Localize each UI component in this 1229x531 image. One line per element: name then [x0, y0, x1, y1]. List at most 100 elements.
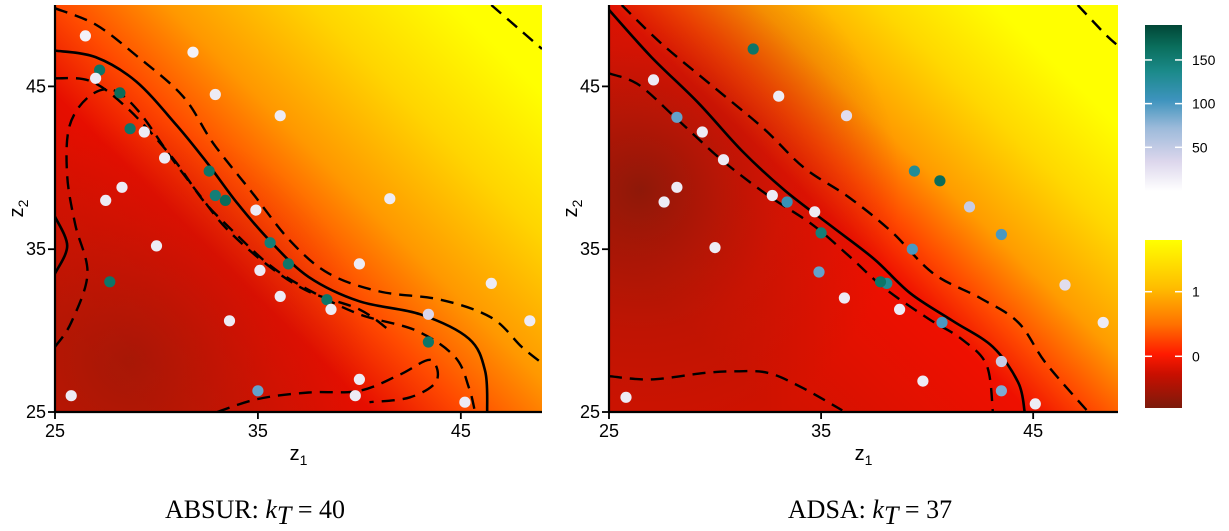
legend-point-count: 150 100 50 [1145, 25, 1216, 191]
design-point [187, 46, 199, 58]
design-point [104, 276, 116, 288]
caption: ABSUR: kT = 40 [165, 495, 345, 530]
design-point [209, 189, 221, 202]
design-point [936, 316, 948, 329]
contour-solid [609, 9, 1026, 412]
panel-absur: 25 35 45 25 35 45 z1 z2 ABSUR: kT = 40 [6, 5, 542, 530]
y-axis-label: z2 [6, 199, 31, 217]
design-point [150, 240, 163, 252]
contour-dashed [620, 5, 1090, 412]
contour-lines [609, 5, 1118, 412]
design-point [114, 87, 126, 99]
x-tick-label: 25 [45, 421, 65, 441]
design-point [79, 30, 91, 42]
legend-tick-label: 50 [1192, 139, 1208, 155]
design-point [995, 355, 1008, 368]
design-point [209, 88, 221, 101]
design-point [963, 201, 976, 213]
design-point [116, 181, 128, 193]
design-point [813, 266, 825, 278]
design-point [321, 294, 333, 306]
design-point [995, 228, 1008, 241]
design-point [264, 237, 276, 249]
design-points [65, 30, 536, 408]
x-tick-label: 45 [1023, 421, 1043, 441]
y-tick-label: 25 [26, 402, 46, 422]
design-point [203, 165, 215, 177]
design-point [766, 189, 778, 202]
design-point [159, 152, 171, 164]
contour-dashed [55, 76, 477, 412]
design-point [459, 396, 471, 408]
design-point [696, 126, 708, 138]
design-point [709, 242, 721, 254]
design-point [647, 74, 660, 86]
caption: ADSA: kT = 37 [788, 495, 952, 530]
legend-tick-label: 1 [1192, 284, 1200, 300]
x-tick-label: 45 [451, 421, 471, 441]
contour-solid [55, 216, 69, 275]
design-point [90, 72, 102, 84]
design-point [671, 111, 683, 123]
design-point [840, 110, 853, 122]
y-tick-label: 25 [580, 402, 600, 422]
y-tick-label: 35 [580, 239, 600, 259]
panel-adsa: 25 35 45 25 35 45 z1 z2 ADSA: kT = 37 [560, 5, 1132, 530]
legend-tick-label: 150 [1192, 52, 1216, 68]
design-point [422, 336, 434, 348]
design-point [658, 196, 670, 208]
design-point [620, 391, 632, 403]
x-tick-label: 35 [248, 421, 268, 441]
axes: 25 35 45 25 35 45 z1 z2 [560, 5, 1118, 468]
design-point [874, 276, 887, 288]
design-point [254, 264, 266, 276]
contour-dashed [490, 5, 542, 50]
design-point [809, 206, 821, 218]
colorbar-surface [1145, 240, 1182, 408]
x-axis-label: z1 [855, 443, 873, 468]
design-point [353, 258, 365, 270]
design-point [815, 227, 827, 239]
design-point [747, 43, 759, 55]
design-point [781, 196, 793, 208]
design-point [1059, 279, 1071, 291]
design-point [223, 315, 236, 327]
design-point [219, 194, 231, 206]
design-point [917, 375, 929, 387]
colorbar-points [1145, 25, 1182, 191]
contour-dashed [1076, 5, 1118, 47]
design-point [384, 193, 396, 205]
design-point [773, 90, 785, 102]
axes: 25 35 45 25 35 45 z1 z2 [6, 5, 542, 468]
x-tick-label: 35 [811, 421, 831, 441]
y-tick-label: 35 [26, 239, 46, 259]
design-point [524, 315, 536, 327]
design-point [934, 175, 946, 187]
design-point [894, 303, 906, 315]
design-point [671, 181, 683, 193]
design-point [325, 303, 337, 315]
contour-dashed [55, 7, 542, 365]
contour-dashed [609, 72, 995, 412]
heatmap-shading [55, 5, 542, 412]
design-point [65, 390, 77, 402]
design-point [838, 292, 851, 304]
design-point [349, 390, 361, 402]
design-point [250, 204, 262, 216]
design-point [100, 194, 112, 206]
legend-tick-label: 0 [1192, 348, 1200, 364]
contour-dashed [55, 87, 391, 348]
design-point [1121, 353, 1132, 364]
design-point [1097, 316, 1109, 329]
design-point [995, 385, 1008, 397]
design-point [282, 258, 294, 270]
design-point [274, 290, 286, 302]
design-point [908, 165, 921, 177]
x-axis-label: z1 [290, 443, 308, 468]
design-points [620, 43, 1132, 410]
legend-surface: 10 [1145, 240, 1200, 408]
y-axis-label: z2 [560, 199, 585, 217]
design-point [124, 123, 136, 135]
design-point [1029, 398, 1041, 410]
